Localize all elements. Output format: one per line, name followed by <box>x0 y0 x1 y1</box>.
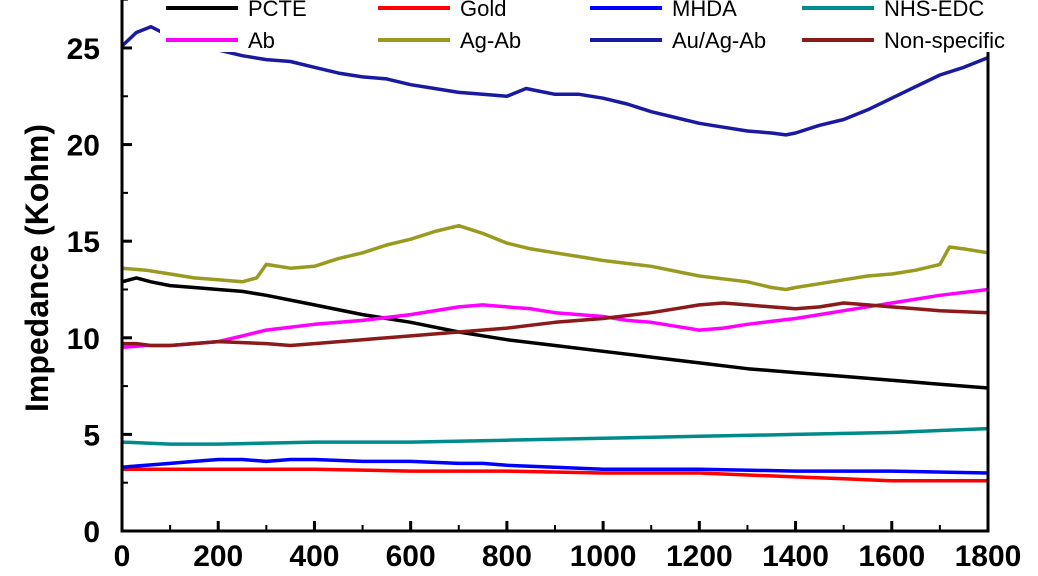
x-tick-label-9: 1800 <box>955 540 1022 573</box>
y-tick-label-1: 5 <box>83 419 100 452</box>
series-line-5 <box>121 223 989 292</box>
x-tick-label-2: 400 <box>289 540 339 573</box>
y-axis-label: Impedance (Kohm) <box>19 124 55 412</box>
tick-labels: 0 200 400 600 800 1000 1200 1400 1600 1800 0 5 10 15 2… <box>67 33 1022 573</box>
legend-label-6: Au/Ag-Ab <box>672 28 766 53</box>
legend-label-2: MHDA <box>672 0 737 21</box>
series-line-3 <box>121 426 989 446</box>
series-line-6 <box>120 24 989 137</box>
legend-label-3: NHS-EDC <box>884 0 984 21</box>
series-line-2 <box>121 457 989 475</box>
series-line-1 <box>122 467 988 483</box>
legend-label-0: PCTE <box>248 0 307 21</box>
x-tick-label-3: 600 <box>386 540 436 573</box>
legend-label-5: Ag-Ab <box>460 28 521 53</box>
series-line-4 <box>121 287 989 350</box>
x-tick-label-5: 1000 <box>570 540 637 573</box>
axis-ticks <box>120 0 990 533</box>
x-tick-label-8: 1600 <box>858 540 925 573</box>
legend: PCTE Gold MHDA NHS-EDC Ab Ag-Ab Au/Ag-Ab Non-sp… <box>160 0 1005 53</box>
series-line-7 <box>122 301 989 348</box>
y-tick-label-3: 15 <box>67 226 100 259</box>
x-tick-label-7: 1400 <box>762 540 829 573</box>
y-tick-label-5: 25 <box>67 33 100 66</box>
y-tick-label-2: 10 <box>67 323 100 356</box>
legend-label-4: Ab <box>248 28 275 53</box>
x-tick-label-0: 0 <box>114 540 131 573</box>
y-tick-label-4: 20 <box>67 130 100 163</box>
x-tick-label-1: 200 <box>193 540 243 573</box>
legend-label-1: Gold <box>460 0 506 21</box>
plot-lines <box>120 24 989 483</box>
plot-frame <box>120 0 990 533</box>
x-tick-label-6: 1200 <box>666 540 733 573</box>
y-tick-label-0: 0 <box>83 516 100 549</box>
legend-label-7: Non-specific <box>884 28 1005 53</box>
x-tick-label-4: 800 <box>482 540 532 573</box>
